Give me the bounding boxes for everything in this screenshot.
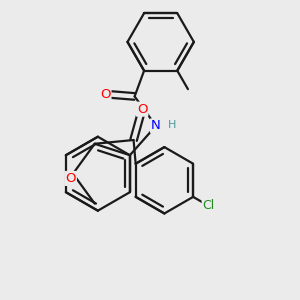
Text: H: H <box>168 120 176 130</box>
Text: O: O <box>65 172 76 185</box>
Text: Cl: Cl <box>202 200 215 212</box>
Text: O: O <box>100 88 110 100</box>
Text: N: N <box>151 119 161 132</box>
Text: O: O <box>137 103 147 116</box>
